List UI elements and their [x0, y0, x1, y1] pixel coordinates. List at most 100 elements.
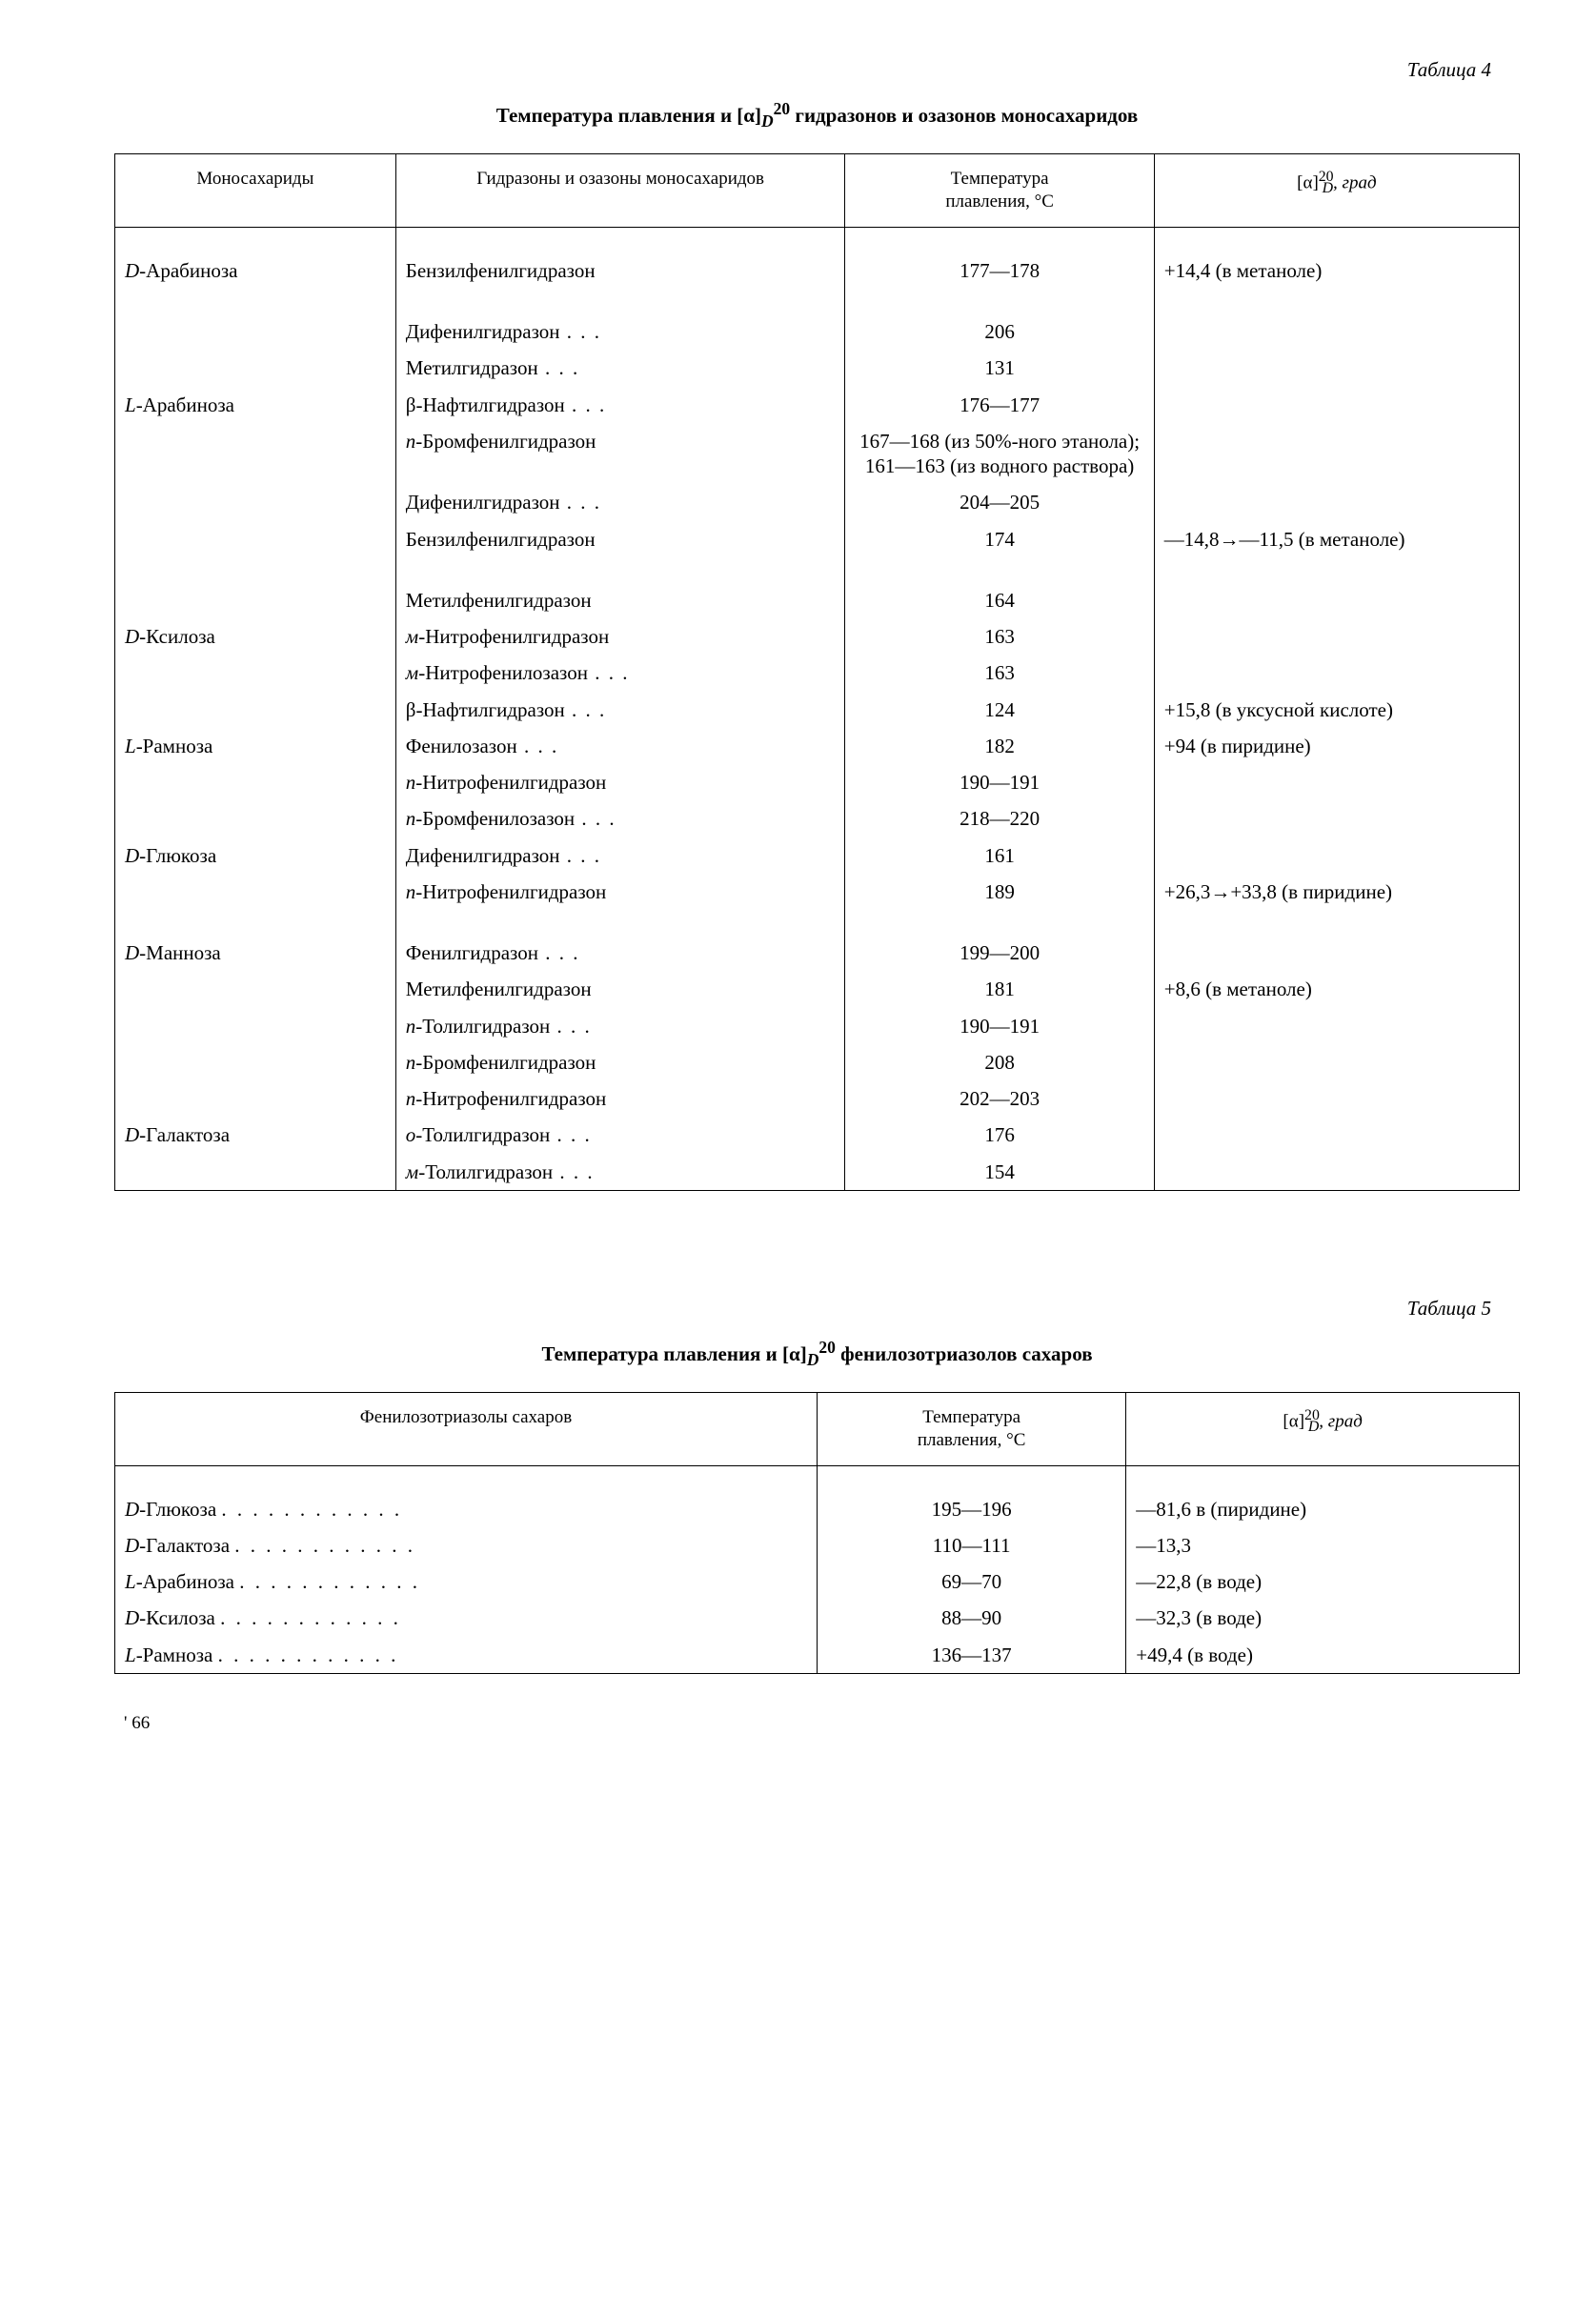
temp-cell: 161	[845, 837, 1154, 874]
rotation-cell: —22,8 (в воде)	[1126, 1563, 1520, 1600]
temp-cell: 181	[845, 971, 1154, 1007]
table4-h3: Температура плавления, °С	[845, 154, 1154, 228]
rotation-cell	[1154, 1117, 1519, 1153]
table4: Моносахариды Гидразоны и озазоны моносах…	[114, 153, 1520, 1191]
rotation-cell	[1154, 764, 1519, 800]
mono-cell	[115, 1154, 396, 1191]
temp-cell: 177—178	[845, 252, 1154, 289]
temp-cell: 206	[845, 313, 1154, 350]
table-row: Дифенилгидразон204—205	[115, 484, 1520, 520]
table-row: п-Бромфенилгидразон167—168 (из 50%-ного …	[115, 423, 1520, 485]
temp-cell: 176	[845, 1117, 1154, 1153]
deriv-cell: Дифенилгидразон	[395, 313, 845, 350]
table5-h1: Фенилозотриазолы сахаров	[115, 1393, 818, 1466]
mono-cell: D-Глюкоза	[115, 837, 396, 874]
temp-cell: 88—90	[818, 1600, 1126, 1636]
temp-cell: 69—70	[818, 1563, 1126, 1600]
mono-cell	[115, 655, 396, 691]
temp-cell: 176—177	[845, 387, 1154, 423]
table4-h4: [α]20D, град	[1154, 154, 1519, 228]
rotation-cell	[1154, 387, 1519, 423]
table-row: D-Галактозао-Толилгидразон176	[115, 1117, 1520, 1153]
mono-cell	[115, 764, 396, 800]
table5-label: Таблица 5	[114, 1296, 1520, 1321]
deriv-cell: β-Нафтилгидразон	[395, 387, 845, 423]
table-row: L-Арабиноза . . . . . . . . . . . .69—70…	[115, 1563, 1520, 1600]
temp-cell: 190—191	[845, 764, 1154, 800]
table4-h4-pre: [α]	[1297, 173, 1319, 193]
table5-caption-sub: D	[807, 1350, 819, 1369]
mono-cell	[115, 1008, 396, 1044]
table-row: D-Ксилоза . . . . . . . . . . . .88—90—3…	[115, 1600, 1520, 1636]
table5-caption-suffix: фенилозотриазолов сахаров	[836, 1342, 1093, 1365]
table-row: п-Нитрофенилгидразон189+26,3→+33,8 (в пи…	[115, 874, 1520, 910]
table5-h3-post: , град	[1319, 1411, 1363, 1431]
mono-cell: L-Рамноза	[115, 728, 396, 764]
rotation-cell	[1154, 484, 1519, 520]
temp-cell: 164	[845, 582, 1154, 618]
table-row: D-Ксилозам-Нитрофенилгидразон163	[115, 618, 1520, 655]
temp-cell: 190—191	[845, 1008, 1154, 1044]
table4-label: Таблица 4	[114, 57, 1520, 82]
table-row: п-Толилгидразон190—191	[115, 1008, 1520, 1044]
mono-cell: D-Ксилоза	[115, 618, 396, 655]
table-row: D-Глюкоза . . . . . . . . . . . .195—196…	[115, 1491, 1520, 1527]
rotation-cell: —32,3 (в воде)	[1126, 1600, 1520, 1636]
deriv-cell: м-Нитрофенилгидразон	[395, 618, 845, 655]
rotation-cell: +14,4 (в метаноле)	[1154, 252, 1519, 289]
deriv-cell: о-Толилгидразон	[395, 1117, 845, 1153]
temp-cell: 182	[845, 728, 1154, 764]
rotation-cell	[1154, 837, 1519, 874]
deriv-cell: Дифенилгидразон	[395, 484, 845, 520]
deriv-cell: Бензилфенилгидразон	[395, 521, 845, 557]
table-row: п-Нитрофенилгидразон202—203	[115, 1080, 1520, 1117]
table-row: Бензилфенилгидразон174—14,8→—11,5 (в мет…	[115, 521, 1520, 557]
rotation-cell	[1154, 1044, 1519, 1080]
rotation-cell	[1154, 1008, 1519, 1044]
temp-cell: 199—200	[845, 935, 1154, 971]
table-row: Метилфенилгидразон181+8,6 (в метаноле)	[115, 971, 1520, 1007]
temp-cell: 174	[845, 521, 1154, 557]
table-row: D-ГлюкозаДифенилгидразон161	[115, 837, 1520, 874]
table4-caption-sub: D	[761, 111, 774, 131]
rotation-cell: +8,6 (в метаноле)	[1154, 971, 1519, 1007]
deriv-cell: п-Толилгидразон	[395, 1008, 845, 1044]
rotation-cell: —14,8→—11,5 (в метаноле)	[1154, 521, 1519, 557]
rotation-cell	[1154, 655, 1519, 691]
table-row: Дифенилгидразон206	[115, 313, 1520, 350]
table-spacer-row	[115, 227, 1520, 252]
table4-caption: Температура плавления и [α]D20 гидразоно…	[114, 99, 1520, 132]
rotation-cell	[1154, 313, 1519, 350]
table5-h3-sub: D	[1308, 1419, 1319, 1435]
deriv-cell: п-Бромфенилозазон	[395, 800, 845, 837]
table-row: D-АрабинозаБензилфенилгидразон177—178+14…	[115, 252, 1520, 289]
deriv-cell: β-Нафтилгидразон	[395, 692, 845, 728]
table5-h2: Температура плавления, °С	[818, 1393, 1126, 1466]
temp-cell: 131	[845, 350, 1154, 386]
table5-h2-l1: Температура	[922, 1407, 1020, 1427]
page-number-value: 66	[131, 1713, 150, 1733]
table5-caption: Температура плавления и [α]D20 фенилозот…	[114, 1338, 1520, 1371]
table-row: м-Нитрофенилозазон163	[115, 655, 1520, 691]
rotation-cell: +49,4 (в воде)	[1126, 1637, 1520, 1674]
temp-cell: 204—205	[845, 484, 1154, 520]
rotation-cell	[1154, 935, 1519, 971]
table-row: п-Бромфенилгидразон208	[115, 1044, 1520, 1080]
mono-cell: D-Манноза	[115, 935, 396, 971]
rotation-cell	[1154, 1154, 1519, 1191]
rotation-cell	[1154, 1080, 1519, 1117]
table-row: L-РамнозаФенилозазон182+94 (в пиридине)	[115, 728, 1520, 764]
mono-cell	[115, 484, 396, 520]
mono-cell	[115, 800, 396, 837]
sugar-cell: L-Арабиноза . . . . . . . . . . . .	[115, 1563, 818, 1600]
temp-cell: 218—220	[845, 800, 1154, 837]
table5-h2-l2: плавления, °С	[918, 1430, 1026, 1450]
deriv-cell: п-Нитрофенилгидразон	[395, 1080, 845, 1117]
deriv-cell: п-Нитрофенилгидразон	[395, 874, 845, 910]
temp-cell: 195—196	[818, 1491, 1126, 1527]
sugar-cell: L-Рамноза . . . . . . . . . . . .	[115, 1637, 818, 1674]
table4-h3-l1: Температура	[951, 169, 1049, 189]
table-row: β-Нафтилгидразон124+15,8 (в уксусной кис…	[115, 692, 1520, 728]
table4-h1: Моносахариды	[115, 154, 396, 228]
table4-h4-post: , град	[1333, 173, 1377, 193]
